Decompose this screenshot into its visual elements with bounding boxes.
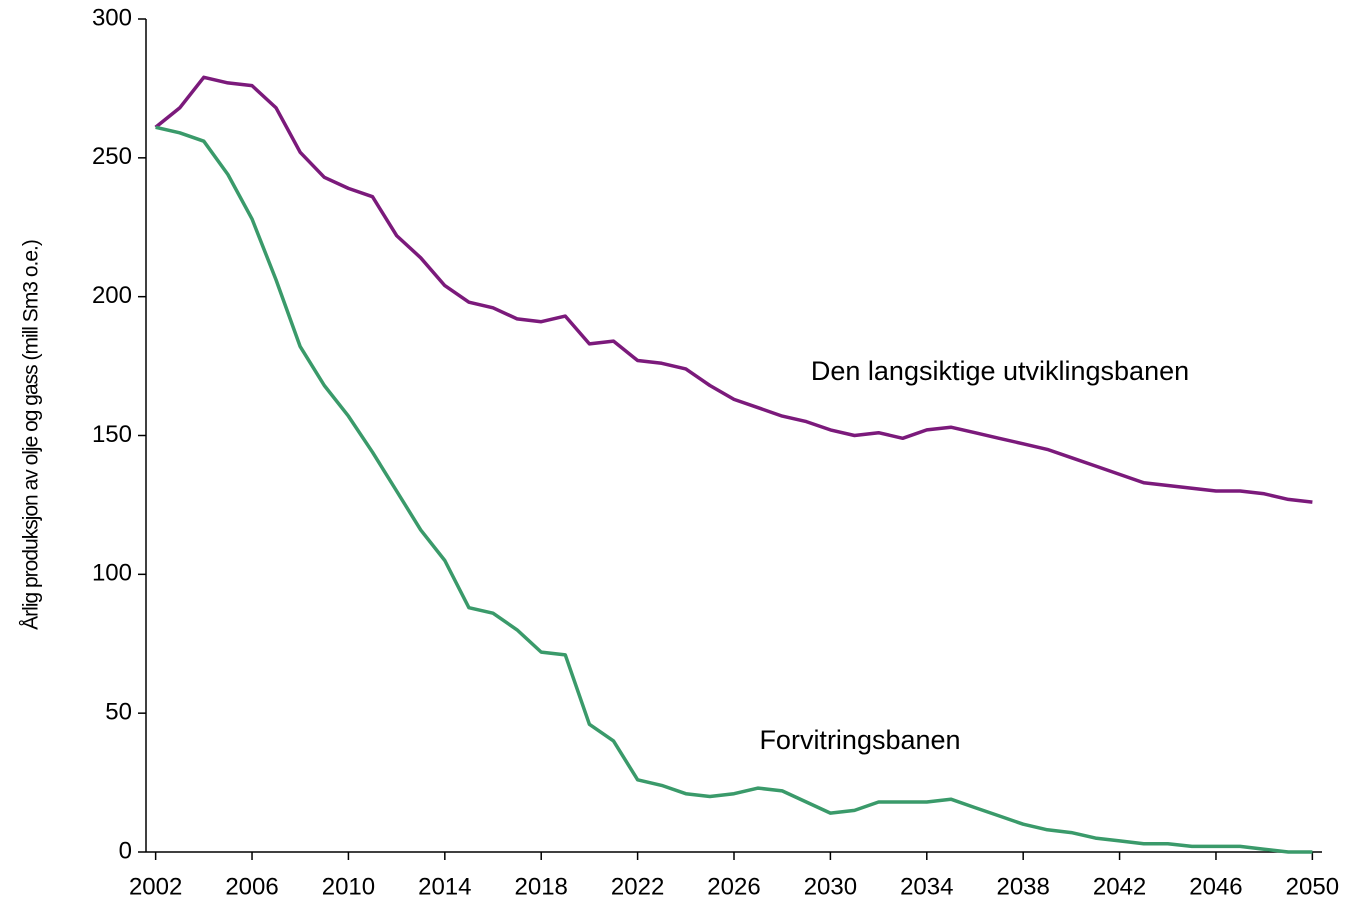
y-tick-label: 0 [119, 837, 132, 864]
x-tick-label: 2034 [900, 873, 953, 900]
x-tick-label: 2018 [515, 873, 568, 900]
y-tick-label: 50 [105, 699, 132, 726]
series-line [155, 125, 1313, 854]
series-line [154, 75, 1313, 504]
x-tick-label: 2010 [322, 873, 375, 900]
x-tick-label: 2046 [1189, 873, 1242, 900]
y-tick-label: 300 [92, 4, 132, 31]
series-annotation: Forvitringsbanen [759, 725, 960, 755]
series-annotation: Den langsiktige utviklingsbanen [811, 356, 1189, 386]
x-tick-label: 2050 [1286, 873, 1339, 900]
x-tick-label: 2026 [707, 873, 760, 900]
x-tick-label: 2014 [418, 873, 471, 900]
y-tick-label: 200 [92, 282, 132, 309]
y-tick-label: 150 [92, 421, 132, 448]
y-axis-label: Årlig produksjon av olje og gass (mill S… [20, 240, 43, 630]
y-tick-label: 250 [92, 143, 132, 170]
x-tick-label: 2002 [129, 873, 182, 900]
x-tick-label: 2038 [996, 873, 1049, 900]
x-tick-label: 2022 [611, 873, 664, 900]
y-tick-label: 100 [92, 560, 132, 587]
x-tick-label: 2042 [1093, 873, 1146, 900]
x-tick-label: 2006 [225, 873, 278, 900]
x-tick-label: 2030 [804, 873, 857, 900]
